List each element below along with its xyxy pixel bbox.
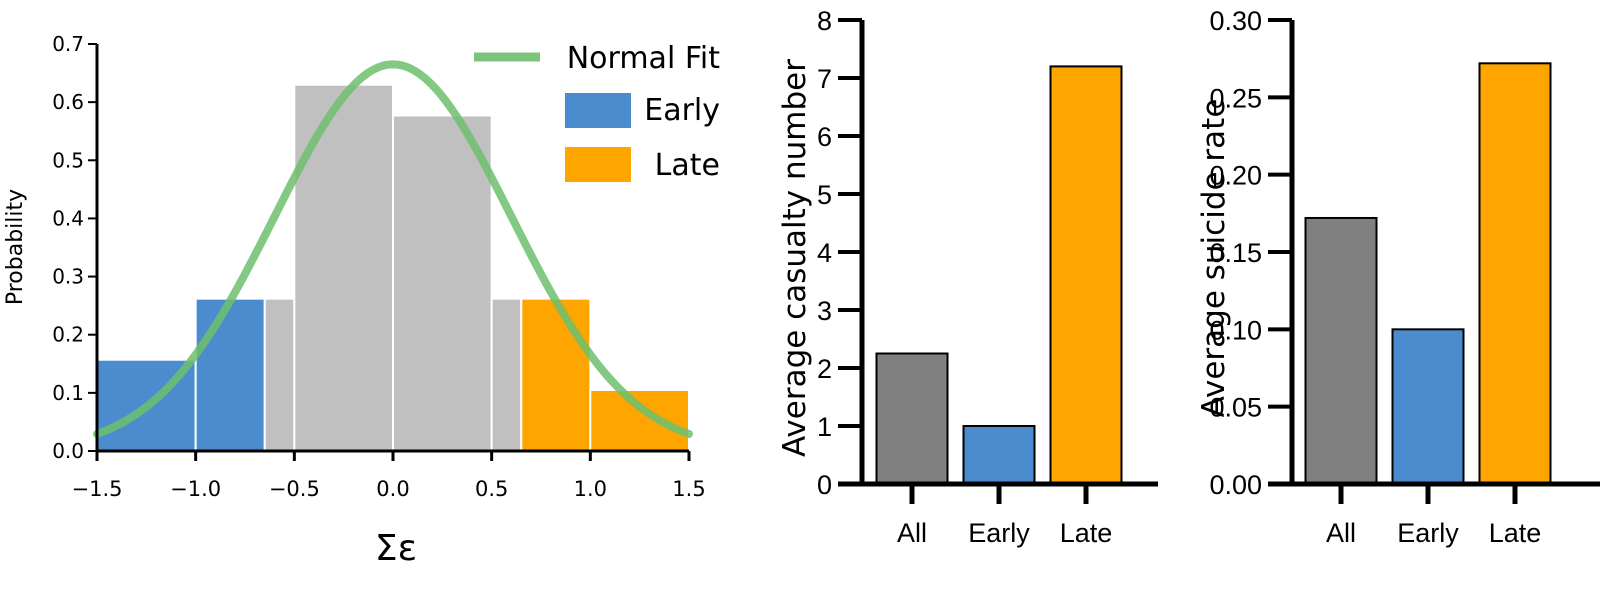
histogram-panel: 0.0 0.1 0.2 0.3 0.4 0.5 0.6 0.7 −1.5 −1.0 −0.5 0.0 0… xyxy=(3,32,720,569)
suicide-y-tick-label: 0.15 xyxy=(1209,238,1262,268)
casualty-y-tick-label: 3 xyxy=(817,296,832,326)
suicide-x-tick-label: Early xyxy=(1397,518,1459,548)
histogram-x-tick-label: −0.5 xyxy=(269,477,320,501)
casualty-panel: All Early Late 0 1 2 3 4 5 6 7 8 Average casualty n… xyxy=(777,6,1158,548)
suicide-bar-early xyxy=(1391,328,1465,486)
legend-early-swatch xyxy=(565,93,631,128)
histogram-x-tick-label: 0.0 xyxy=(376,477,409,501)
histogram-x-tick-label: 1.0 xyxy=(574,477,607,501)
suicide-x-tick-label: All xyxy=(1326,518,1356,548)
histogram-x-tick-label: −1.0 xyxy=(170,477,221,501)
casualty-y-tick-label: 2 xyxy=(817,354,832,384)
suicide-x-tick-label: Late xyxy=(1489,518,1542,548)
histogram-y-tick-label: 0.3 xyxy=(52,265,84,289)
suicide-y-tick-label: 0.05 xyxy=(1209,393,1262,423)
casualty-y-tick-label: 4 xyxy=(817,238,832,268)
histogram-y-tick-label: 0.4 xyxy=(52,206,84,230)
casualty-bar-all xyxy=(875,352,949,485)
casualty-x-tick-label: All xyxy=(897,518,927,548)
suicide-bar-all xyxy=(1304,216,1378,485)
casualty-x-tick-label: Late xyxy=(1060,518,1113,548)
suicide-y-tick-label: 0.25 xyxy=(1209,83,1262,113)
legend-early-label: Early xyxy=(644,93,720,128)
histogram-bin-early-1 xyxy=(194,297,266,452)
casualty-y-tick-label: 1 xyxy=(817,412,832,442)
suicide-y-tick-label: 0.20 xyxy=(1209,161,1262,191)
histogram-axes: 0.0 0.1 0.2 0.3 0.4 0.5 0.6 0.7 −1.5 −1.0 −0.5 0.0 0… xyxy=(52,32,706,501)
histogram-bars xyxy=(96,83,690,453)
suicide-axes: All Early Late 0.00 0.05 0.10 0.15 0.20 0.25 0.30 xyxy=(1209,6,1600,548)
legend-late-label: Late xyxy=(655,148,720,183)
histogram-bin-other-3 xyxy=(293,83,395,452)
histogram-bin-other-4 xyxy=(392,114,493,452)
histogram-bin-other-5 xyxy=(490,297,523,452)
casualty-bar-late xyxy=(1049,65,1123,486)
histogram-y-tick-label: 0.6 xyxy=(52,90,84,114)
suicide-panel: All Early Late 0.00 0.05 0.10 0.15 0.20 0.25 0.30… xyxy=(1196,6,1600,548)
casualty-y-tick-label: 6 xyxy=(817,122,832,152)
legend-normal-fit-label: Normal Fit xyxy=(567,41,720,76)
suicide-bar-late xyxy=(1478,62,1552,485)
histogram-x-axis-label: Σε xyxy=(375,528,417,569)
casualty-y-tick-label: 5 xyxy=(817,180,832,210)
histogram-x-tick-label: −1.5 xyxy=(72,477,123,501)
histogram-bin-late-7 xyxy=(589,388,690,453)
histogram-y-tick-label: 0.7 xyxy=(52,32,84,56)
histogram-y-tick-label: 0.0 xyxy=(52,439,84,463)
casualty-y-axis-label: Average casualty number xyxy=(777,59,813,457)
casualty-y-tick-label: 0 xyxy=(817,470,832,500)
histogram-legend: Normal Fit Early Late xyxy=(474,41,720,183)
histogram-y-tick-label: 0.1 xyxy=(52,381,84,405)
normal-fit-curve xyxy=(93,60,693,439)
legend-late-swatch xyxy=(565,147,631,182)
histogram-bin-late-6 xyxy=(520,297,592,452)
casualty-x-tick-label: Early xyxy=(968,518,1030,548)
suicide-bars xyxy=(1304,62,1552,486)
histogram-bin-other-2 xyxy=(263,297,296,452)
suicide-y-tick-label: 0.10 xyxy=(1209,315,1262,345)
suicide-y-tick-label: 0.30 xyxy=(1209,6,1262,36)
casualty-y-tick-label: 8 xyxy=(817,6,832,36)
casualty-bar-early xyxy=(962,425,1036,485)
casualty-bars xyxy=(875,65,1123,486)
histogram-y-axis-label: Probability xyxy=(3,189,28,305)
casualty-axes: All Early Late 0 1 2 3 4 5 6 7 8 xyxy=(817,6,1158,548)
histogram-y-tick-label: 0.5 xyxy=(52,148,84,172)
histogram-x-tick-label: 1.5 xyxy=(672,477,705,501)
suicide-y-tick-label: 0.00 xyxy=(1209,470,1262,500)
casualty-y-tick-label: 7 xyxy=(817,64,832,94)
suicide-y-axis-label: Average suicide rate xyxy=(1196,99,1232,418)
histogram-y-tick-label: 0.2 xyxy=(52,323,84,347)
histogram-x-tick-label: 0.5 xyxy=(475,477,508,501)
